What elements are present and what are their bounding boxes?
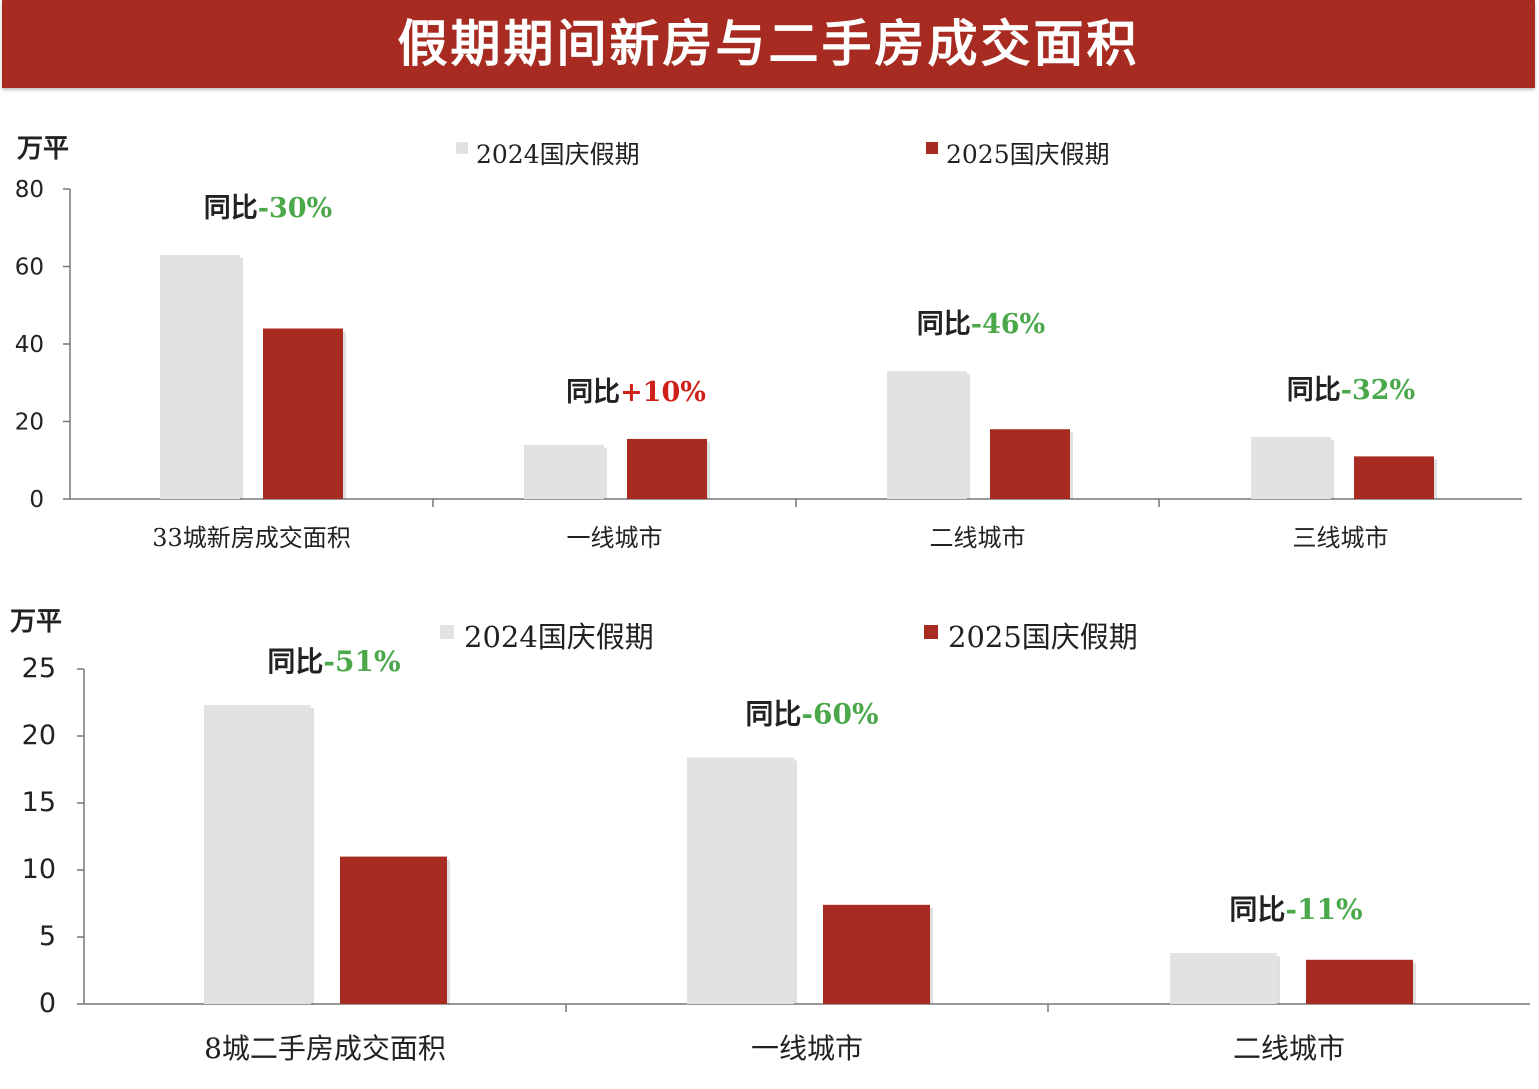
y-tick-label: 60: [15, 255, 44, 281]
yoy-prefix: 同比: [917, 309, 971, 340]
bar-2025: [340, 856, 447, 1004]
unit-label: 万平: [10, 607, 62, 637]
bar-2025: [823, 904, 930, 1004]
y-tick-label: 80: [15, 177, 44, 203]
legend-swatch-2: [924, 625, 938, 639]
yoy-value: -11%: [1285, 893, 1362, 926]
y-tick-label: 20: [15, 410, 44, 436]
yoy-annotation: 同比-60%: [745, 697, 878, 730]
yoy-value: -30%: [258, 193, 332, 224]
bar-2024: [687, 757, 794, 1004]
category-label: 三线城市: [1293, 524, 1389, 552]
yoy-prefix: 同比: [267, 645, 323, 678]
bar-2024: [1251, 437, 1331, 499]
yoy-value: -51%: [323, 645, 400, 678]
legend-swatch-1: [440, 625, 454, 639]
bar-2024: [887, 371, 967, 499]
y-tick-label: 10: [22, 854, 56, 885]
yoy-prefix: 同比: [1287, 375, 1341, 406]
category-label: 二线城市: [1233, 1032, 1345, 1065]
category-label: 8城二手房成交面积: [204, 1032, 446, 1065]
yoy-annotation: 同比-32%: [1287, 375, 1415, 406]
legend-label-1: 2024国庆假期: [476, 140, 640, 169]
yoy-annotation: 同比-46%: [917, 309, 1045, 340]
yoy-prefix: 同比: [566, 377, 620, 408]
bar-2024: [204, 705, 311, 1004]
y-tick-label: 20: [22, 720, 56, 751]
yoy-annotation: 同比+10%: [566, 377, 706, 408]
y-tick-label: 0: [29, 487, 44, 513]
chart-1: 万平 2024国庆假期 2025国庆假期02040608033城新房成交面积同比-3…: [15, 134, 1522, 552]
y-tick-label: 15: [22, 787, 56, 818]
bar-2024: [160, 254, 240, 499]
bar-2024: [1170, 953, 1277, 1004]
category-label: 二线城市: [930, 524, 1026, 552]
bar-2024: [524, 444, 604, 499]
legend-swatch-1: [456, 142, 468, 154]
yoy-value: +10%: [620, 377, 706, 408]
bar-2025: [1306, 959, 1413, 1004]
y-tick-label: 0: [39, 988, 56, 1019]
category-label: 33城新房成交面积: [152, 524, 351, 552]
bar-2025: [627, 438, 707, 499]
legend-swatch-2: [926, 142, 938, 154]
category-label: 一线城市: [567, 524, 663, 552]
yoy-annotation: 同比-30%: [204, 193, 332, 224]
y-tick-label: 25: [22, 653, 56, 684]
y-tick-label: 40: [15, 332, 44, 358]
legend-label-1: 2024国庆假期: [464, 620, 654, 654]
bar-2025: [1354, 456, 1434, 499]
yoy-annotation: 同比-11%: [1229, 893, 1362, 926]
yoy-prefix: 同比: [745, 697, 801, 730]
yoy-annotation: 同比-51%: [267, 645, 400, 678]
legend-label-2: 2025国庆假期: [948, 620, 1138, 654]
y-tick-label: 5: [39, 921, 56, 952]
legend-label-2: 2025国庆假期: [946, 140, 1110, 169]
category-label: 一线城市: [751, 1032, 863, 1065]
chart-title: 假期期间新房与二手房成交面积: [397, 15, 1140, 73]
unit-label: 万平: [17, 134, 69, 164]
bar-2025: [990, 429, 1070, 499]
yoy-value: -60%: [801, 697, 878, 730]
yoy-value: -46%: [971, 309, 1045, 340]
yoy-prefix: 同比: [204, 193, 258, 224]
yoy-prefix: 同比: [1229, 893, 1285, 926]
yoy-value: -32%: [1341, 375, 1415, 406]
bar-2025: [263, 328, 343, 499]
title-banner: 假期期间新房与二手房成交面积: [2, 0, 1535, 88]
chart-2: 万平 2024国庆假期 2025国庆假期05101520258城二手房成交面积同比-…: [10, 607, 1530, 1065]
